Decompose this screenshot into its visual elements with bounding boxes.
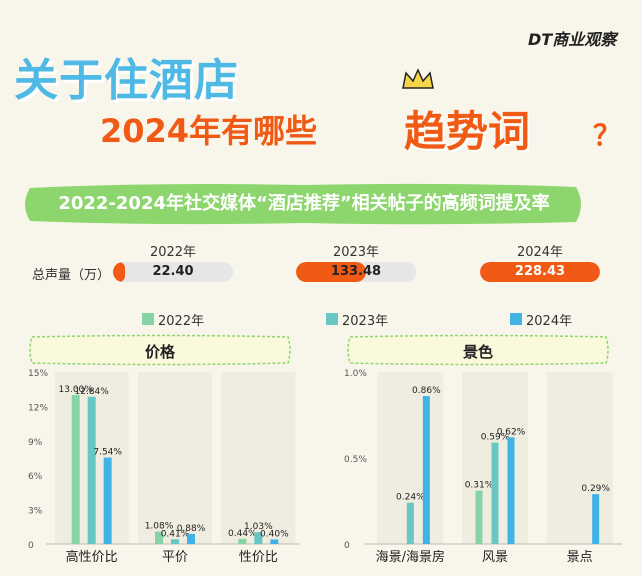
y-tick-label: 0 [344,541,350,551]
price-chip-shape [29,334,291,366]
bar [422,396,430,544]
crown-icon [402,68,434,89]
bar [155,531,163,544]
y-tick-label: 0.5% [344,455,367,465]
data-label: 0.41% [161,529,190,539]
volume-value-2023: 133.48 [330,264,382,279]
banner-shape [25,183,581,225]
data-label: 0.62% [497,427,526,437]
data-label: 0.86% [412,386,441,396]
data-label: 0.24% [396,493,425,503]
volume-fill-2022 [113,262,125,282]
scenery-chart: 0 0.5% 1.0% 0.24% 0.86% 海景/海景房 0.31% 0.59%0.62%… [344,369,622,565]
volume-value-2022: 22.40 [152,264,194,279]
legend-label-2023: 2023年 [342,314,389,329]
bar [71,394,80,544]
category-band [546,372,613,544]
category-label: 性价比 [239,550,278,565]
volume-bar-2023 [296,262,416,282]
volume-label: 总声量（万） [32,268,111,283]
volume-fill-2023 [296,262,366,282]
y-tick-label: 12% [28,403,48,413]
legend-label-2024: 2024年 [526,314,573,329]
volume-fill-2024 [480,262,600,282]
y-tick-label: 0 [28,541,34,551]
bar [475,490,483,544]
price-chart: 03%6%9%12%15%13.00%12.84%7.54%高性价比1.08%0… [28,369,300,565]
data-label: 0.31% [465,481,494,491]
price-chart-title: 价格 [144,343,175,361]
y-tick-label: 3% [28,507,43,517]
scenery-chart-title: 景色 [462,343,493,361]
data-label: 0.40% [260,529,289,539]
bar [254,532,263,544]
bar [87,396,96,544]
category-band [221,372,296,544]
bar [270,539,279,544]
title-highlight: 趋势词 [404,107,531,156]
bar [187,533,195,544]
data-label: 1.03% [244,522,273,532]
bar [171,539,179,544]
data-label: 13.00% [59,385,94,395]
volume-bar-2024 [480,262,600,282]
y-tick-label: 15% [28,369,48,379]
data-label: 0.88% [177,524,206,534]
legend-label-2022: 2022年 [158,314,205,329]
legend-swatch-2022 [142,313,154,325]
bar [592,494,600,544]
bar [406,502,414,544]
volume-year-2022: 2022年 [149,245,197,260]
bar [238,538,247,544]
y-tick-label: 9% [28,438,43,448]
banner-title: 2022-2024年社交媒体“酒店推荐”相关帖子的高频词提及率 [58,193,550,214]
volume-year-2024: 2024年 [516,245,564,260]
scenery-chip-shape [347,334,609,366]
category-label: 平价 [162,550,188,565]
data-label: 0.44% [228,529,257,539]
title-line2: 2024年有哪些 [100,112,318,150]
brand-logo: DT商业观察 [528,30,617,49]
category-label: 景点 [567,550,593,565]
category-label: 高性价比 [66,549,118,565]
y-tick-label: 6% [28,472,43,482]
data-label: 0.29% [581,484,610,494]
data-label: 0.59% [481,433,510,443]
title-question-mark: ？ [593,119,622,152]
legend-swatch-2024 [510,313,522,325]
bar [507,437,515,544]
category-label: 海景/海景房 [376,549,445,565]
category-label: 风景 [482,550,508,565]
legend-swatch-2023 [326,313,338,325]
title-line1: 关于住酒店 [14,55,239,106]
data-label: 1.08% [145,522,174,532]
volume-year-2023: 2023年 [332,245,380,260]
volume-value-2024: 228.43 [514,264,566,279]
bar [103,457,112,544]
y-tick-label: 1.0% [344,369,367,379]
volume-bar-2022 [113,262,233,282]
category-band [138,372,212,544]
bar [491,442,499,544]
data-label: 12.84% [75,387,110,397]
data-label: 7.54% [93,448,122,458]
